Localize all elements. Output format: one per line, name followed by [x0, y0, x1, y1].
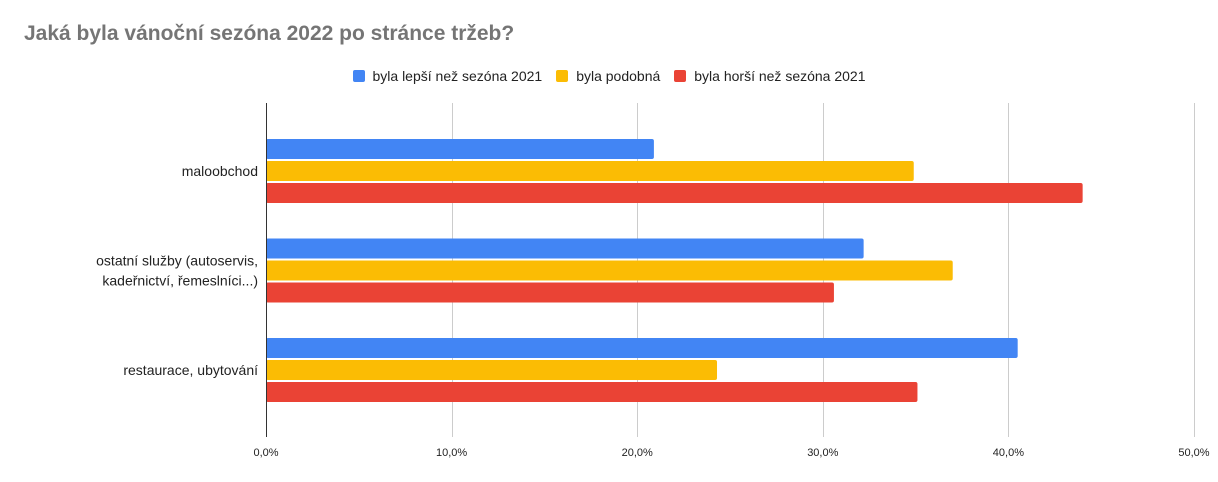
category-label: maloobchod: [182, 163, 258, 179]
x-tick-label: 40,0%: [993, 447, 1024, 459]
bar[interactable]: [266, 282, 834, 303]
bar[interactable]: [266, 360, 718, 380]
bar[interactable]: [266, 260, 953, 281]
legend-swatch-similar: [556, 70, 569, 82]
x-tick-labels: 0,0% 10,0% 20,0% 30,0% 40,0% 50,0%: [253, 447, 1209, 459]
legend-label-similar: byla podobná: [576, 68, 661, 84]
category-labels: maloobchod ostatní služby (autoservis, kad…: [96, 163, 258, 378]
legend-item-worse[interactable]: byla horší než sezóna 2021: [674, 68, 866, 84]
x-tick-label: 50,0%: [1178, 447, 1209, 459]
legend-swatch-worse: [674, 70, 687, 82]
legend-label-worse: byla horší než sezóna 2021: [694, 68, 866, 84]
legend-item-similar[interactable]: byla podobná: [556, 68, 660, 84]
bars: [266, 139, 1083, 402]
category-label: restaurace, ubytování: [123, 362, 258, 378]
bar[interactable]: [266, 238, 864, 259]
bar[interactable]: [266, 382, 918, 402]
legend-swatch-better: [352, 70, 365, 82]
bar[interactable]: [266, 338, 1018, 358]
x-tick-label: 20,0%: [622, 447, 653, 459]
bar[interactable]: [266, 183, 1083, 203]
bar[interactable]: [266, 139, 654, 159]
x-tick-label: 10,0%: [436, 447, 467, 459]
chart-legend: byla lepší než sezóna 2021 byla podobná …: [0, 68, 1218, 84]
category-label: ostatní služby (autoservis,: [96, 253, 258, 269]
legend-label-better: byla lepší než sezóna 2021: [372, 68, 543, 84]
chart-title: Jaká byla vánoční sezóna 2022 po stránce…: [24, 22, 515, 45]
x-tick-label: 0,0%: [253, 447, 278, 459]
category-label: kadeřnictví, řemeslníci...): [102, 273, 258, 289]
legend-item-better[interactable]: byla lepší než sezóna 2021: [352, 68, 543, 84]
bar[interactable]: [266, 161, 914, 181]
x-tick-label: 30,0%: [807, 447, 838, 459]
